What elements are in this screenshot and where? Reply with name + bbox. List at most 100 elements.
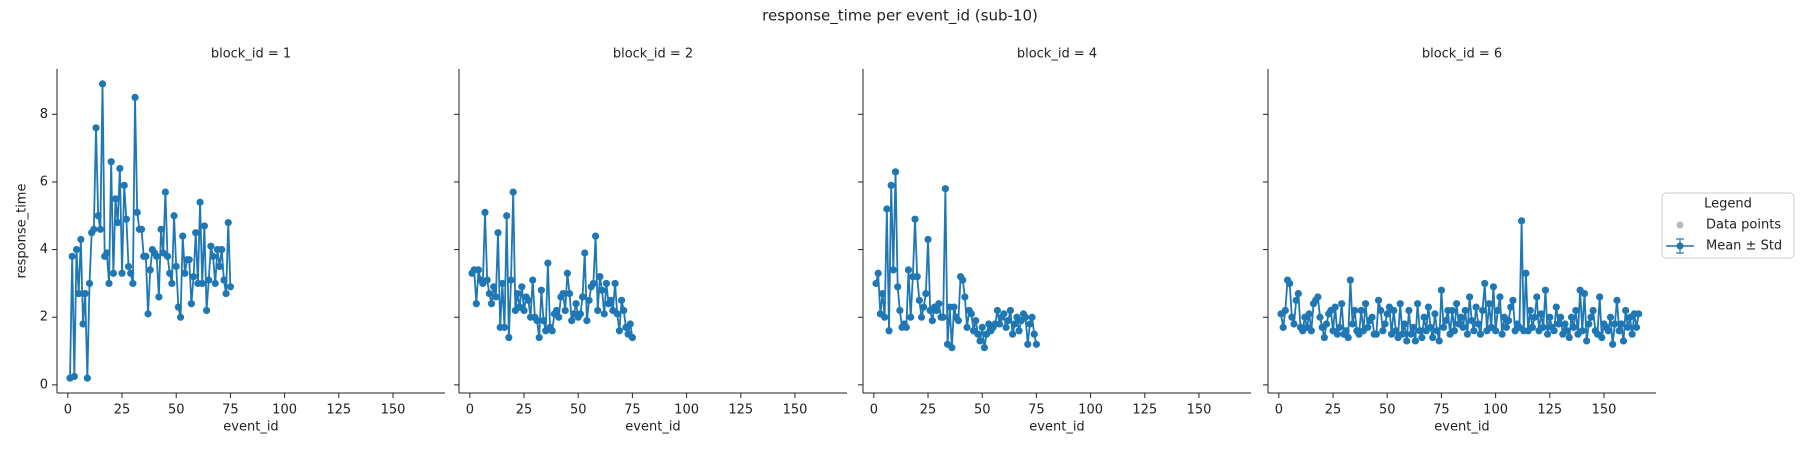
point: [1563, 327, 1571, 335]
point: [1437, 286, 1446, 294]
x-tick-label: 150: [381, 403, 406, 418]
point: [179, 232, 187, 240]
point: [602, 279, 610, 288]
point: [1030, 330, 1038, 338]
point: [129, 279, 137, 288]
point: [1294, 289, 1302, 298]
point: [176, 313, 185, 321]
point: [1429, 333, 1437, 342]
point: [976, 337, 984, 345]
point: [1509, 296, 1517, 304]
point: [218, 246, 226, 254]
point: [1026, 320, 1034, 328]
x-tick-label: 125: [728, 403, 753, 418]
point: [509, 188, 517, 196]
point: [98, 80, 107, 88]
point: [166, 269, 174, 277]
x-tick-label: 125: [1132, 403, 1157, 418]
point: [1463, 330, 1472, 338]
point: [1635, 310, 1643, 318]
point: [881, 313, 889, 321]
x-tick-label: 100: [1078, 403, 1103, 418]
point: [1615, 327, 1623, 335]
point: [568, 317, 576, 325]
legend-title: Legend: [1704, 197, 1752, 212]
point: [79, 320, 87, 328]
point: [109, 269, 117, 277]
point: [155, 293, 163, 301]
point: [124, 262, 133, 271]
point: [995, 320, 1004, 328]
point: [494, 229, 502, 237]
point: [548, 327, 556, 335]
point: [1024, 340, 1032, 348]
legend-dot: [1676, 242, 1684, 250]
point: [1011, 320, 1019, 328]
point: [137, 225, 146, 233]
point: [127, 269, 135, 277]
point: [1465, 293, 1474, 301]
x-tick-label: 0: [1275, 403, 1283, 418]
point: [220, 276, 228, 284]
point: [1578, 327, 1586, 335]
point: [1498, 330, 1506, 338]
point: [613, 310, 621, 318]
point: [974, 330, 982, 338]
point: [581, 249, 589, 257]
point: [928, 317, 936, 325]
point: [1628, 330, 1636, 338]
point: [1344, 333, 1352, 342]
legend-label: Data points: [1706, 218, 1781, 233]
x-tick-label: 75: [1028, 403, 1045, 418]
point: [1314, 293, 1322, 301]
x-tick-label: 25: [920, 403, 937, 418]
point: [1478, 306, 1487, 315]
point: [617, 296, 626, 304]
point: [1413, 300, 1422, 308]
point: [122, 215, 130, 223]
point: [481, 208, 489, 216]
point: [1606, 313, 1615, 321]
point: [935, 300, 943, 308]
point: [170, 212, 178, 220]
point: [207, 242, 215, 250]
point: [103, 249, 111, 257]
point: [1587, 313, 1595, 321]
point: [1472, 303, 1480, 311]
point: [492, 293, 500, 301]
point: [539, 317, 548, 325]
point: [544, 259, 552, 267]
point: [1567, 313, 1576, 321]
point: [1557, 313, 1565, 321]
point: [1407, 330, 1415, 338]
point: [1405, 306, 1413, 315]
point: [111, 195, 120, 203]
point: [1320, 333, 1328, 342]
point: [1491, 327, 1500, 335]
x-tick-label: 50: [974, 403, 991, 418]
point: [1364, 323, 1372, 331]
x-tick-label: 0: [466, 403, 474, 418]
point: [1494, 306, 1502, 315]
point: [1450, 327, 1459, 335]
point: [600, 310, 608, 318]
legend-label: Mean ± Std: [1706, 239, 1782, 254]
point: [1502, 323, 1511, 331]
point: [591, 232, 600, 240]
panel-title: block_id = 1: [211, 47, 291, 62]
point: [81, 289, 89, 298]
point: [585, 296, 593, 304]
point: [611, 279, 619, 288]
panel-title: block_id = 4: [1017, 47, 1097, 62]
point: [596, 273, 604, 281]
point: [1613, 296, 1621, 304]
point: [1609, 340, 1617, 348]
point: [153, 252, 161, 260]
point: [1489, 283, 1498, 291]
point: [107, 158, 115, 166]
point: [1622, 306, 1630, 315]
point: [1485, 300, 1493, 308]
point: [1333, 330, 1341, 338]
point: [1531, 313, 1539, 321]
